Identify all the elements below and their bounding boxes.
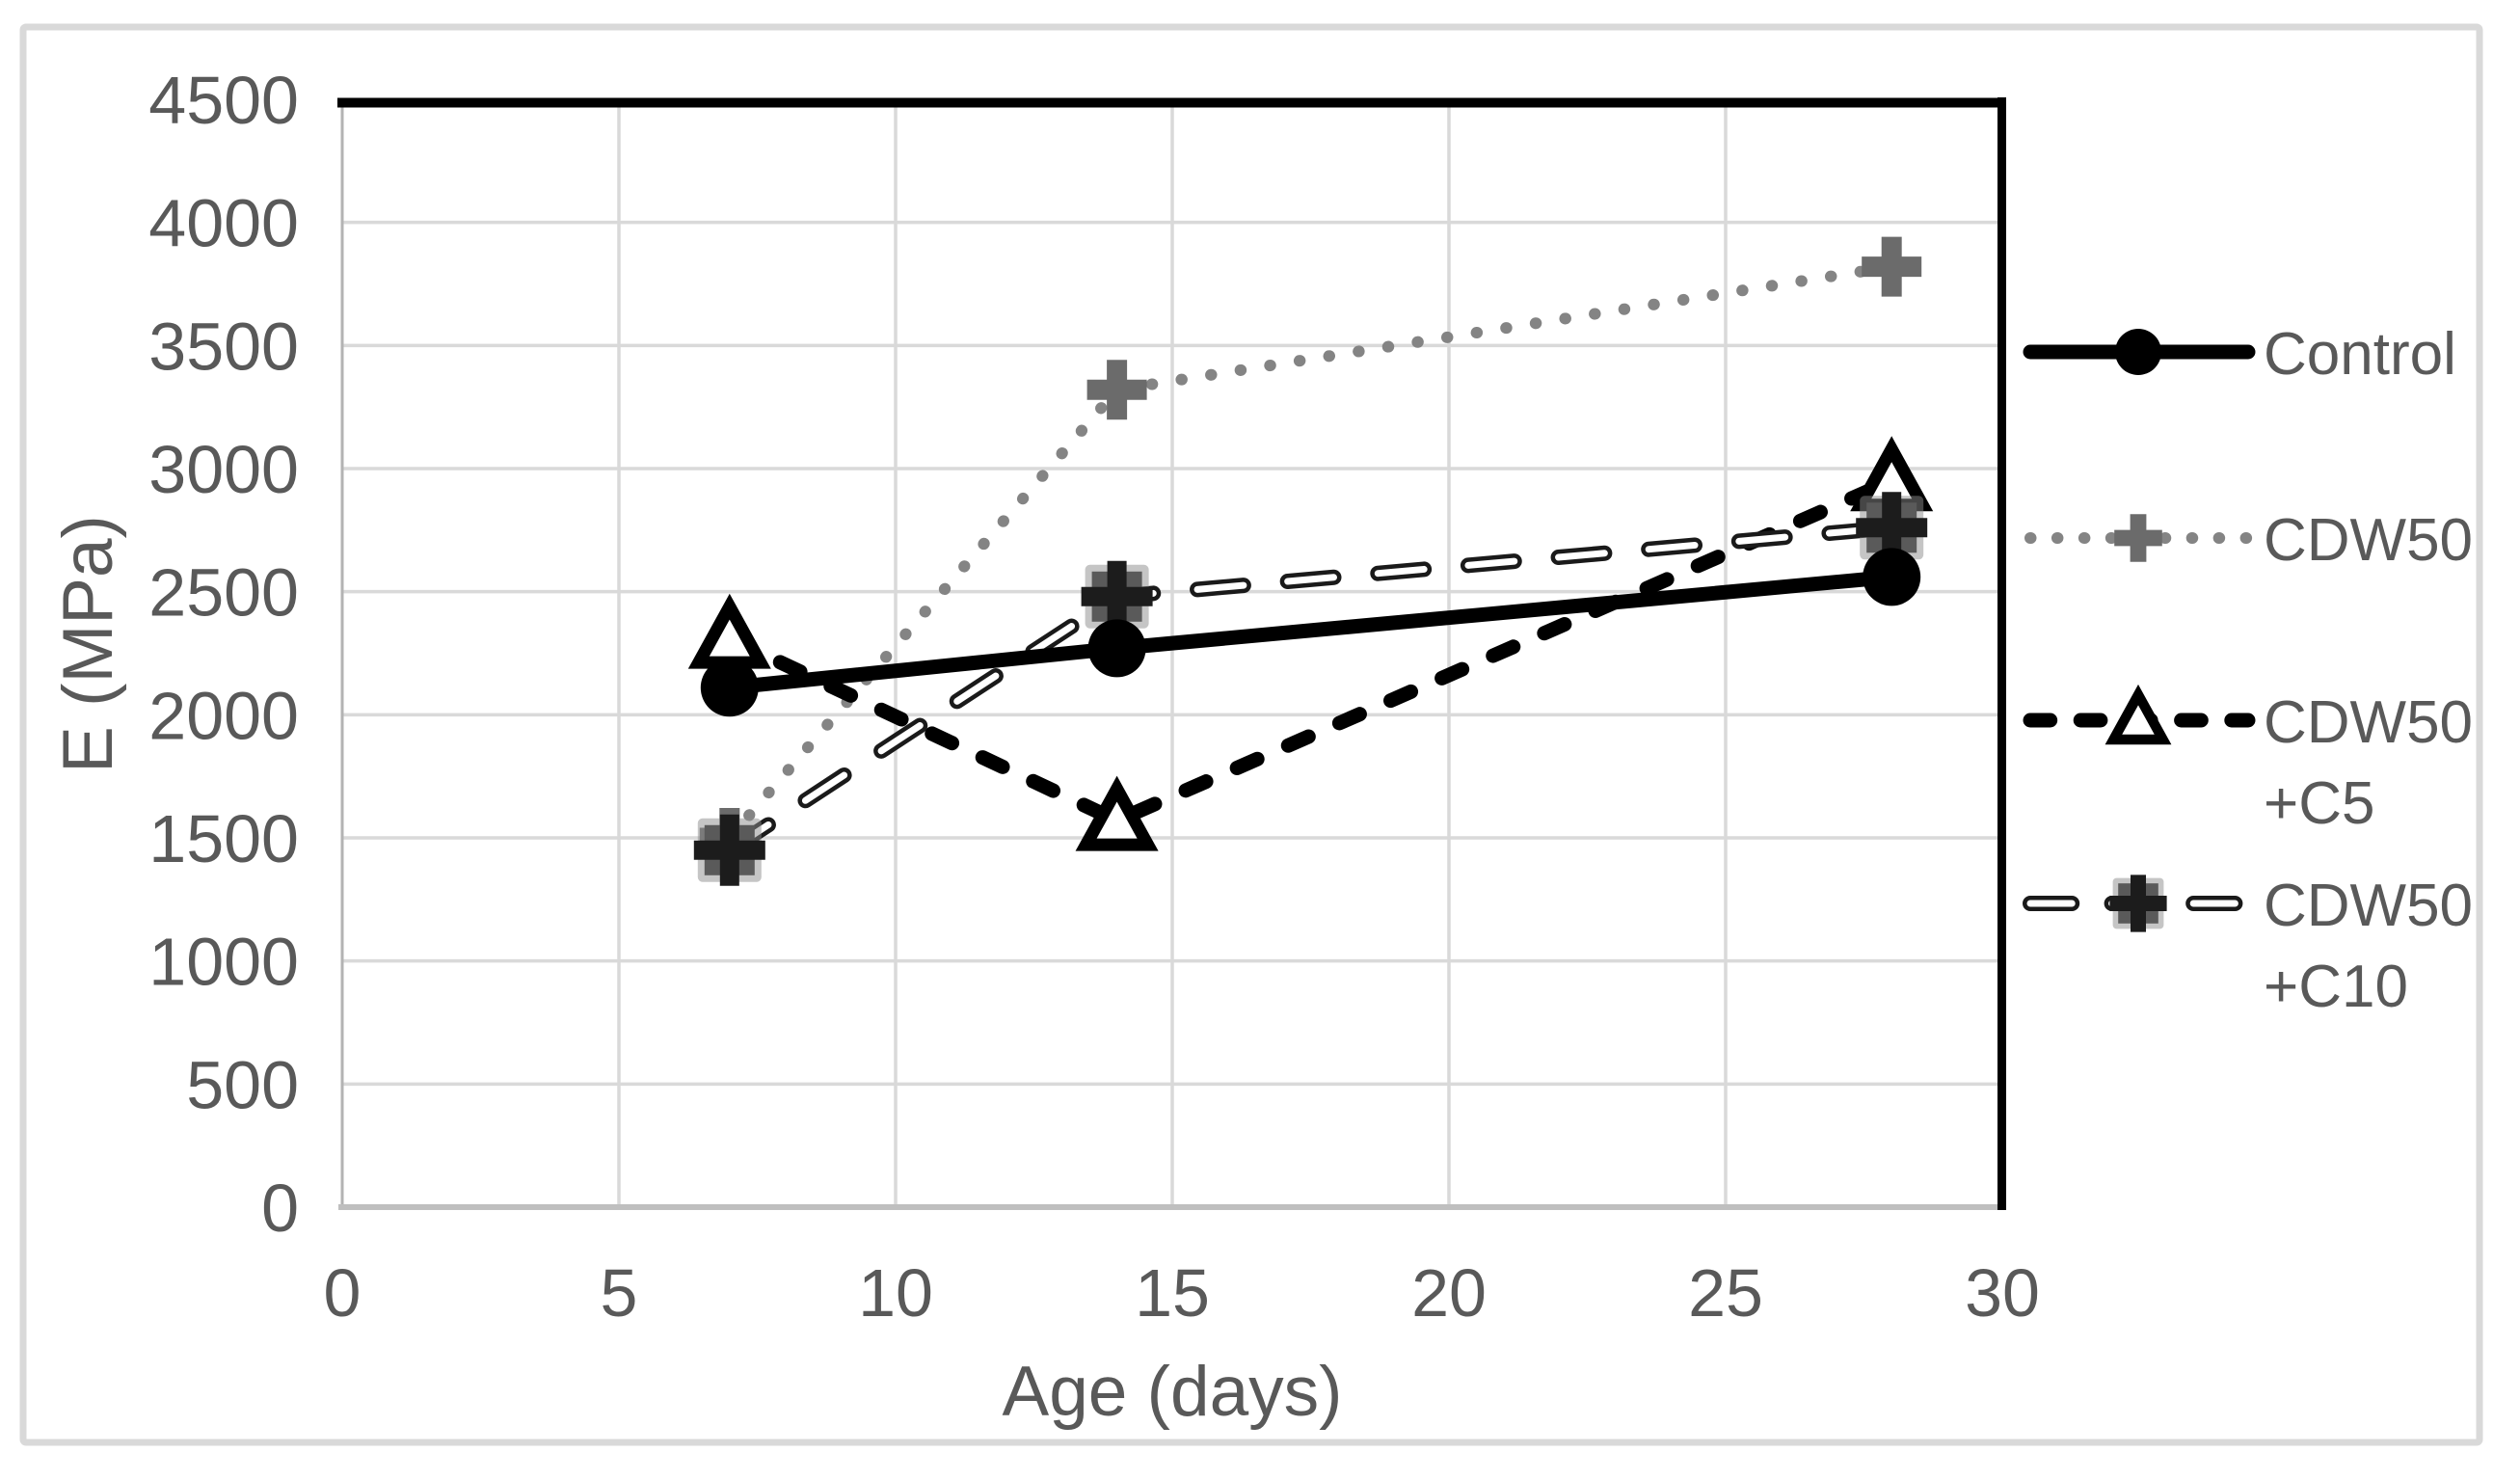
legend-item-cdw50-c5: CDW50 +C5: [2023, 684, 2473, 837]
x-axis-title: Age (days): [1003, 1353, 1343, 1431]
legend-label-cdw50-c5-line2: +C5: [2264, 770, 2374, 837]
marker-control-14d: [1087, 619, 1146, 678]
plus-glyph: [1086, 360, 1147, 420]
y-axis-title: E (MPa): [49, 515, 127, 773]
axis-titles: Age (days) E (MPa): [49, 515, 1343, 1431]
y-tick-label-1000: 1000: [148, 925, 299, 1000]
y-tick-label-1500: 1500: [148, 801, 299, 876]
series-control: [700, 548, 1921, 717]
x-tick-label-20: 20: [1411, 1255, 1487, 1331]
marker-cdw50-14d: [1086, 360, 1147, 420]
plus-glyph: [2109, 875, 2167, 932]
x-tick-label-5: 5: [601, 1255, 638, 1331]
series-cdw50-c10: [693, 492, 1928, 886]
marker-control-7d: [700, 659, 759, 717]
plus-glyph: [1081, 560, 1153, 632]
circle-glyph: [700, 659, 759, 717]
legend-label-cdw50-c10-line2: +C10: [2264, 954, 2408, 1020]
x-tick-label-0: 0: [324, 1255, 362, 1331]
y-tick-label-4000: 4000: [148, 186, 299, 261]
triangle-glyph: [1075, 775, 1159, 851]
circle-glyph: [1863, 548, 1921, 606]
y-tick-label-4500: 4500: [148, 63, 299, 138]
legend-marker-cdw50-c5: [2104, 684, 2172, 745]
legend-marker-cdw50: [2114, 514, 2162, 562]
tick-labels: 0 500 1000 1500 2000 2500 3000 3500 4000 4500 0 5 10…: [148, 63, 2040, 1331]
circle-glyph: [1087, 619, 1146, 678]
plus-glyph: [2114, 514, 2162, 562]
y-tick-label-0: 0: [261, 1171, 299, 1246]
legend-item-cdw50-c10: CDW50 +C10: [2023, 873, 2473, 1020]
gridlines: [342, 99, 2004, 1207]
marker-control-28d: [1863, 548, 1921, 606]
plus-glyph: [693, 814, 765, 886]
x-tick-label-10: 10: [858, 1255, 933, 1331]
legend-label-control-line1: Control: [2264, 321, 2456, 388]
y-tick-label-3000: 3000: [148, 432, 299, 507]
legend-label-cdw50-c10-line1: CDW50: [2264, 873, 2473, 939]
y-tick-label-3500: 3500: [148, 309, 299, 384]
marker-cdw50-c10-7d: [693, 814, 765, 886]
triangle-glyph: [2104, 684, 2172, 745]
legend-label-cdw50-c5-line1: CDW50: [2264, 689, 2473, 756]
x-tick-label-30: 30: [1965, 1255, 2040, 1331]
figure-border: [19, 23, 2483, 1446]
series-cdw50-c5: [687, 436, 1934, 851]
marker-cdw50-c10-28d: [1856, 492, 1928, 564]
legend-marker-cdw50-c10: [2109, 875, 2167, 932]
x-tick-label-25: 25: [1688, 1255, 1763, 1331]
legend: Control CDW50 CDW50 +C5 CDW50 +C10: [2023, 321, 2473, 1020]
marker-cdw50-c10-14d: [1081, 560, 1153, 632]
y-tick-label-2000: 2000: [148, 678, 299, 753]
axes: [337, 97, 2006, 1210]
circle-glyph: [2115, 329, 2161, 375]
legend-item-cdw50: CDW50: [2024, 507, 2473, 574]
y-tick-label-500: 500: [186, 1047, 299, 1122]
plus-glyph: [1856, 492, 1928, 564]
marker-cdw50-c5-14d: [1075, 775, 1159, 851]
legend-item-control: Control: [2023, 321, 2456, 388]
legend-marker-control: [2115, 329, 2161, 375]
figure-frame: [19, 23, 2483, 1446]
plus-glyph: [1862, 236, 1922, 297]
y-tick-label-2500: 2500: [148, 555, 299, 631]
legend-label-cdw50-line1: CDW50: [2264, 507, 2473, 574]
x-tick-label-15: 15: [1135, 1255, 1210, 1331]
marker-cdw50-28d: [1862, 236, 1922, 297]
series-lines: [687, 236, 1934, 886]
